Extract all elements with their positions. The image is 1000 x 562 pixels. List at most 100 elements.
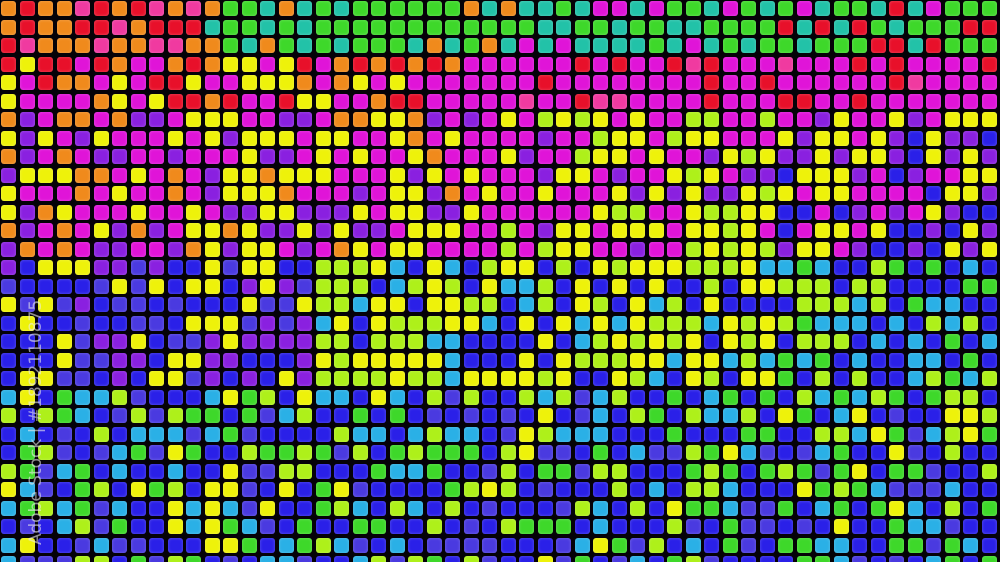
mosaic-tile <box>704 204 719 220</box>
mosaic-tile <box>907 75 923 90</box>
mosaic-tile <box>870 334 886 349</box>
mosaic-tile <box>519 167 534 183</box>
mosaic-tile <box>19 186 35 201</box>
mosaic-tile <box>334 1 349 16</box>
mosaic-tile <box>334 130 349 146</box>
mosaic-tile <box>852 130 867 146</box>
mosaic-tile <box>963 186 978 201</box>
mosaic-tile <box>93 204 109 220</box>
mosaic-tile <box>870 130 886 146</box>
mosaic-tile <box>778 56 793 72</box>
mosaic-tile <box>889 389 904 405</box>
mosaic-tile <box>815 75 830 90</box>
mosaic-tile <box>556 519 571 534</box>
mosaic-tile <box>278 297 294 312</box>
mosaic-tile <box>944 556 960 562</box>
mosaic-tile <box>334 186 349 201</box>
mosaic-tile <box>445 56 460 72</box>
mosaic-tile <box>537 223 553 238</box>
mosaic-tile <box>482 537 497 553</box>
mosaic-tile <box>667 56 682 72</box>
mosaic-tile <box>833 260 849 275</box>
mosaic-tile <box>38 204 53 220</box>
mosaic-tile <box>722 519 738 534</box>
mosaic-tile <box>685 149 701 164</box>
mosaic-tile <box>630 389 645 405</box>
mosaic-tile <box>167 426 183 442</box>
mosaic-tile <box>149 315 164 331</box>
mosaic-tile <box>870 537 886 553</box>
mosaic-tile <box>130 334 146 349</box>
mosaic-tile <box>371 93 386 109</box>
mosaic-tile <box>482 167 497 183</box>
mosaic-tile <box>704 352 719 368</box>
mosaic-tile <box>186 149 201 164</box>
mosaic-tile <box>870 1 886 16</box>
mosaic-tile <box>722 352 738 368</box>
mosaic-tile <box>315 537 331 553</box>
mosaic-tile <box>741 426 756 442</box>
mosaic-tile <box>149 204 164 220</box>
mosaic-tile <box>1 38 16 53</box>
mosaic-tile <box>130 315 146 331</box>
mosaic-tile <box>297 112 312 127</box>
mosaic-tile <box>389 56 405 72</box>
mosaic-tile <box>371 334 386 349</box>
mosaic-tile <box>223 93 238 109</box>
mosaic-tile <box>408 371 423 386</box>
mosaic-tile <box>722 556 738 562</box>
mosaic-tile <box>1 463 16 479</box>
mosaic-tile <box>833 130 849 146</box>
mosaic-tile <box>852 408 867 423</box>
mosaic-tile <box>334 260 349 275</box>
mosaic-tile <box>778 537 793 553</box>
mosaic-tile <box>722 112 738 127</box>
mosaic-tile <box>574 278 590 294</box>
mosaic-tile <box>130 260 146 275</box>
mosaic-tile <box>19 167 35 183</box>
mosaic-tile <box>704 389 719 405</box>
mosaic-tile <box>944 204 960 220</box>
mosaic-tile <box>889 278 904 294</box>
mosaic-tile <box>630 112 645 127</box>
mosaic-tile <box>352 241 368 257</box>
mosaic-tile <box>223 389 238 405</box>
mosaic-tile <box>500 519 516 534</box>
mosaic-tile <box>371 56 386 72</box>
mosaic-tile <box>297 482 312 497</box>
mosaic-tile <box>648 389 664 405</box>
mosaic-tile <box>926 75 941 90</box>
mosaic-tile <box>19 556 35 562</box>
mosaic-tile <box>667 519 682 534</box>
mosaic-tile <box>38 93 53 109</box>
mosaic-tile <box>297 278 312 294</box>
mosaic-tile <box>389 241 405 257</box>
mosaic-tile <box>833 482 849 497</box>
mosaic-tile <box>482 1 497 16</box>
mosaic-tile <box>38 334 53 349</box>
mosaic-tile <box>648 334 664 349</box>
mosaic-tile <box>223 500 238 516</box>
mosaic-tile <box>556 93 571 109</box>
mosaic-tile <box>889 1 904 16</box>
mosaic-tile <box>593 297 608 312</box>
mosaic-tile <box>519 408 534 423</box>
mosaic-tile <box>722 482 738 497</box>
mosaic-tile <box>574 297 590 312</box>
mosaic-tile <box>963 389 978 405</box>
mosaic-tile <box>241 75 257 90</box>
mosaic-tile <box>741 334 756 349</box>
mosaic-tile <box>944 149 960 164</box>
mosaic-tile <box>482 445 497 460</box>
mosaic-tile <box>574 204 590 220</box>
mosaic-tile <box>963 482 978 497</box>
mosaic-tile <box>778 1 793 16</box>
mosaic-tile <box>981 149 997 164</box>
mosaic-tile <box>334 19 349 35</box>
mosaic-tile <box>56 408 72 423</box>
mosaic-tile <box>223 204 238 220</box>
mosaic-tile <box>944 352 960 368</box>
mosaic-tile <box>944 186 960 201</box>
mosaic-tile <box>778 19 793 35</box>
mosaic-tile <box>796 297 812 312</box>
